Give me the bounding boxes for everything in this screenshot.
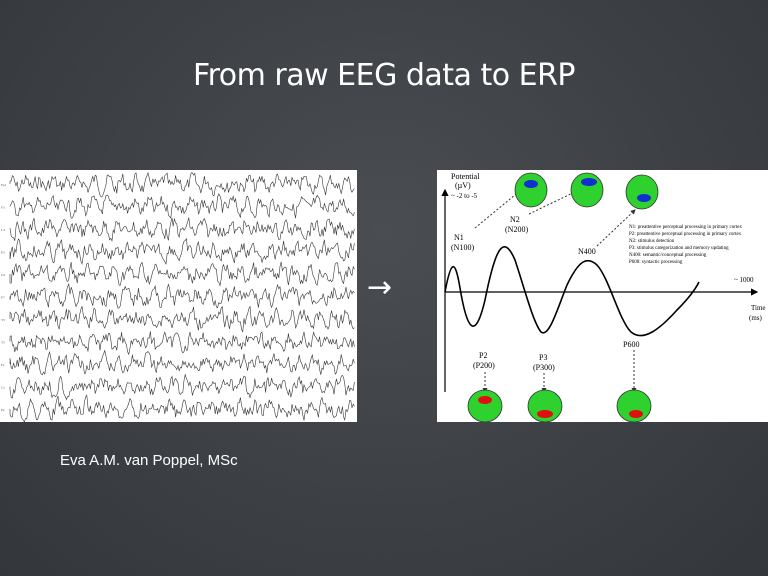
eeg-channel-label: T5 — [1, 341, 5, 345]
eeg-channel-label: Fp1 — [1, 183, 7, 187]
eeg-trace — [9, 331, 355, 356]
n1-label: N1 — [454, 233, 464, 242]
p3-label: P3 — [539, 353, 547, 362]
potential-unit: (µV) — [455, 181, 471, 190]
head-p600-icon — [616, 389, 652, 423]
p2-latency: (P200) — [473, 361, 495, 370]
head-n1-icon — [514, 172, 548, 208]
eeg-channel-label: P3 — [1, 251, 5, 255]
eeg-channel-label: T3 — [1, 318, 5, 322]
head-p2-icon — [467, 389, 503, 423]
eeg-trace — [9, 193, 355, 219]
time-max-label: ~ 1000 — [734, 276, 754, 284]
legend-item: P2: preattentive perceptual processing i… — [629, 232, 742, 237]
slide-title: From raw EEG data to ERP — [193, 58, 576, 93]
head-n2-icon — [570, 172, 604, 208]
component-legend: N1: preattentive perceptual processing i… — [629, 225, 743, 265]
n1-latency: (N100) — [451, 243, 474, 252]
potential-range: ~ -2 to -5 — [451, 192, 478, 200]
eeg-channel-label: C3 — [1, 228, 5, 232]
eeg-channel-label: F7 — [1, 296, 5, 300]
legend-item: P3: stimulus categorization and memory u… — [629, 246, 729, 251]
potential-label: Potential — [451, 172, 480, 181]
time-label: Time — [751, 304, 766, 312]
n400-label: N400 — [578, 247, 596, 256]
eeg-channel-label: Fz — [1, 363, 5, 367]
eeg-trace — [9, 171, 355, 198]
n1-pointer — [474, 189, 522, 229]
legend-item: P600: syntactic processing — [629, 260, 683, 265]
author-credit: Eva A.M. van Poppel, MSc — [60, 452, 238, 469]
n2-label: N2 — [510, 215, 520, 224]
eeg-trace — [9, 237, 355, 266]
eeg-trace — [9, 349, 355, 376]
n2-latency: (N200) — [505, 225, 528, 234]
legend-item: N1: preattentive perceptual processing i… — [629, 225, 743, 230]
raw-eeg-traces: Fp1 F3 C3 P3 O1 F7 T3 T5 Fz Cz Pz — [1, 171, 355, 423]
eeg-trace — [9, 261, 355, 287]
legend-item: N2: stimulus detection — [629, 239, 675, 244]
eeg-trace — [9, 394, 355, 423]
erp-waveform — [444, 246, 700, 337]
eeg-trace — [9, 305, 355, 333]
p600-label: P600 — [623, 340, 639, 349]
eeg-channel-label: F3 — [1, 206, 5, 210]
eeg-trace — [9, 217, 355, 242]
eeg-trace — [9, 373, 355, 401]
n2-pointer — [528, 189, 580, 215]
legend-item: N400: semantic/conceptual processing — [629, 253, 707, 258]
right-arrow-icon: → — [367, 270, 393, 305]
eeg-channel-label: Pz — [1, 408, 5, 412]
eeg-trace — [9, 283, 355, 309]
head-p3-icon — [527, 389, 563, 423]
erp-diagram-svg: Potential (µV) ~ -2 to -5 ~ 1000 Time (m… — [441, 172, 766, 423]
p3-latency: (P300) — [533, 363, 555, 372]
erp-diagram: Potential (µV) ~ -2 to -5 ~ 1000 Time (m… — [437, 170, 768, 423]
eeg-channel-label: O1 — [1, 273, 6, 277]
head-n400-icon — [625, 174, 659, 210]
raw-eeg-image: Fp1 F3 C3 P3 O1 F7 T3 T5 Fz Cz Pz — [0, 170, 357, 423]
time-unit: (ms) — [749, 314, 763, 322]
p2-label: P2 — [479, 351, 487, 360]
eeg-channel-label: Cz — [1, 386, 5, 390]
n400-pointer — [596, 209, 636, 247]
